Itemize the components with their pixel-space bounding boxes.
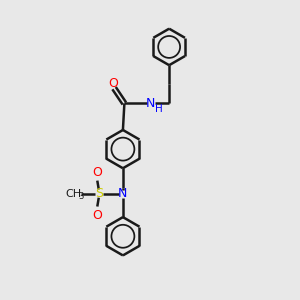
Text: O: O xyxy=(92,208,102,222)
Text: 3: 3 xyxy=(78,192,83,201)
Text: N: N xyxy=(118,187,128,200)
Text: H: H xyxy=(155,104,163,114)
Text: S: S xyxy=(95,187,103,200)
Text: O: O xyxy=(108,77,118,90)
Text: CH: CH xyxy=(66,189,82,199)
Text: O: O xyxy=(92,166,102,178)
Text: N: N xyxy=(146,97,156,110)
